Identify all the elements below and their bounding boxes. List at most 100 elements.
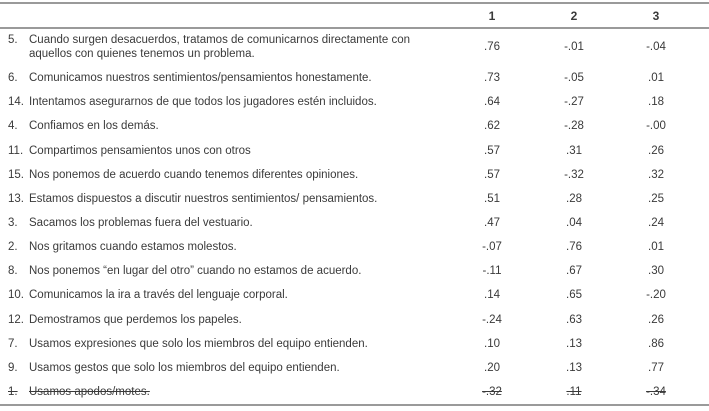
item-cell: 10. Comunicamos la ira a través del leng… — [0, 288, 451, 302]
factor-3-header: 3 — [652, 8, 660, 23]
factor-2-header: 2 — [570, 8, 578, 23]
item-cell: 12. Demostramos que perdemos los papeles… — [0, 313, 451, 327]
loading-value-factor-1: .73 — [484, 72, 500, 85]
loading-value-factor-3: .24 — [648, 216, 664, 229]
item-text: Intentamos asegurarnos de que todos los … — [29, 96, 377, 109]
loading-value-factor-2: -.27 — [564, 96, 584, 109]
table-row: 15. Nos ponemos de acuerdo cuando tenemo… — [0, 168, 709, 182]
loading-value-factor-3: -.34 — [646, 385, 666, 398]
item-text: Confiamos en los demás. — [29, 120, 159, 133]
table-row: 14. Intentamos asegurarnos de que todos … — [0, 95, 709, 109]
loading-value-factor-1: .14 — [484, 289, 500, 302]
item-text: Usamos gestos que solo los miembros del … — [29, 361, 340, 374]
loading-value-factor-2: .76 — [566, 241, 582, 254]
item-cell: 9. Usamos gestos que solo los miembros d… — [0, 361, 451, 375]
loading-value-factor-2: .11 — [566, 385, 582, 398]
loading-value-factor-3: -.00 — [646, 120, 666, 133]
loading-value-factor-1: .76 — [484, 41, 500, 53]
item-cell: 6. Comunicamos nuestros sentimientos/pen… — [0, 71, 451, 85]
loading-value-factor-2: -.01 — [564, 41, 584, 53]
factor-1-header: 1 — [488, 8, 496, 23]
loading-value-factor-1: .47 — [484, 216, 500, 229]
item-text: Estamos dispuestos a discutir nuestros s… — [29, 192, 378, 205]
loading-value-factor-1: .10 — [484, 337, 500, 350]
item-number: 8. — [8, 265, 18, 278]
table-row: 6. Comunicamos nuestros sentimientos/pen… — [0, 71, 709, 85]
item-number: 13. — [8, 192, 24, 205]
table-header-row: 1 2 3 — [0, 4, 709, 29]
loading-value-factor-1: -.11 — [482, 265, 502, 278]
item-number: 15. — [8, 168, 24, 181]
loading-value-factor-3: .18 — [648, 96, 664, 109]
item-number: 12. — [8, 313, 24, 326]
table-row: 13. Estamos dispuestos a discutir nuestr… — [0, 192, 709, 206]
loading-value-factor-2: -.32 — [564, 168, 584, 181]
loading-value-factor-1: .20 — [484, 361, 500, 374]
item-text: Sacamos los problemas fuera del vestuari… — [29, 216, 253, 229]
table-row: 9. Usamos gestos que solo los miembros d… — [0, 361, 709, 375]
item-text: Demostramos que perdemos los papeles. — [29, 313, 242, 326]
item-number: 4. — [8, 120, 18, 133]
table-row: 8. Nos ponemos “en lugar del otro” cuand… — [0, 264, 709, 278]
item-text: Nos ponemos “en lugar del otro” cuando n… — [29, 265, 362, 278]
item-number: 10. — [8, 289, 24, 302]
loading-value-factor-3: -.20 — [646, 289, 666, 302]
loading-value-factor-1: -.07 — [482, 241, 502, 254]
loading-value-factor-1: .57 — [484, 168, 500, 181]
loading-value-factor-3: .26 — [648, 313, 664, 326]
item-number: 6. — [8, 72, 18, 85]
loading-value-factor-2: .65 — [566, 289, 582, 302]
loading-value-factor-2: .04 — [566, 216, 582, 229]
item-text: Usamos apodos/motes. — [29, 385, 150, 398]
item-number: 5. — [8, 34, 18, 46]
loading-value-factor-3: .01 — [648, 241, 664, 254]
loading-value-factor-3: .32 — [648, 168, 664, 181]
item-cell: 5. Cuando surgen desacuerdos, tratamos d… — [0, 33, 451, 61]
loading-value-factor-1: .51 — [484, 192, 500, 205]
loading-value-factor-2: -.05 — [564, 72, 584, 85]
item-text: Comunicamos la ira a través del lenguaje… — [29, 289, 288, 302]
table-row: 4. Confiamos en los demás. .62 -.28 -.00 — [0, 119, 709, 133]
loading-value-factor-2: .13 — [566, 337, 582, 350]
item-cell: 13. Estamos dispuestos a discutir nuestr… — [0, 192, 451, 206]
loading-value-factor-3: .26 — [648, 144, 664, 157]
item-text: Cuando surgen desacuerdos, tratamos de c… — [29, 34, 410, 60]
loading-value-factor-3: .25 — [648, 192, 664, 205]
loading-value-factor-1: .57 — [484, 144, 500, 157]
loading-value-factor-2: -.28 — [564, 120, 584, 133]
item-text: Usamos expresiones que solo los miembros… — [29, 337, 368, 350]
item-cell: 11. Compartimos pensamientos unos con ot… — [0, 144, 451, 158]
table-row: 7. Usamos expresiones que solo los miemb… — [0, 337, 709, 351]
table-row: 10. Comunicamos la ira a través del leng… — [0, 288, 709, 302]
item-text: Nos ponemos de acuerdo cuando tenemos di… — [29, 168, 359, 181]
item-text: Nos gritamos cuando estamos molestos. — [29, 241, 237, 254]
loading-value-factor-1: .64 — [484, 96, 500, 109]
table-row: 1. Usamos apodos/motes. -.32 .11 -.34 — [0, 385, 709, 399]
loading-value-factor-3: .86 — [648, 337, 664, 350]
item-number: 11. — [8, 144, 24, 157]
item-number: 9. — [8, 361, 18, 374]
table-body: 5. Cuando surgen desacuerdos, tratamos d… — [0, 29, 709, 406]
loading-value-factor-1: -.24 — [482, 313, 502, 326]
item-cell: 8. Nos ponemos “en lugar del otro” cuand… — [0, 264, 451, 278]
item-text: Comunicamos nuestros sentimientos/pensam… — [29, 72, 372, 85]
item-cell: 1. Usamos apodos/motes. — [0, 385, 451, 399]
item-cell: 7. Usamos expresiones que solo los miemb… — [0, 337, 451, 351]
item-cell: 2. Nos gritamos cuando estamos molestos. — [0, 240, 451, 254]
loading-value-factor-2: .13 — [566, 361, 582, 374]
item-text: Compartimos pensamientos unos con otros — [29, 144, 251, 157]
loading-value-factor-3: .30 — [648, 265, 664, 278]
item-number: 1. — [8, 385, 18, 398]
item-number: 14. — [8, 96, 24, 109]
table-row: 11. Compartimos pensamientos unos con ot… — [0, 144, 709, 158]
loading-value-factor-1: .62 — [484, 120, 500, 133]
item-cell: 3. Sacamos los problemas fuera del vestu… — [0, 216, 451, 230]
item-cell: 14. Intentamos asegurarnos de que todos … — [0, 95, 451, 109]
item-number: 3. — [8, 216, 18, 229]
table-row: 3. Sacamos los problemas fuera del vestu… — [0, 216, 709, 230]
loading-value-factor-2: .28 — [566, 192, 582, 205]
item-cell: 15. Nos ponemos de acuerdo cuando tenemo… — [0, 168, 451, 182]
loading-value-factor-3: .77 — [648, 361, 664, 374]
